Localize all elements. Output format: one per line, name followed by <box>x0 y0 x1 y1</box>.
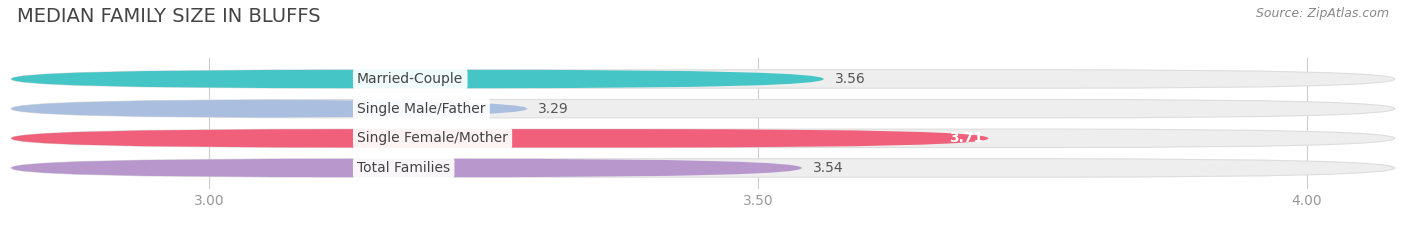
Text: Total Families: Total Families <box>357 161 450 175</box>
FancyBboxPatch shape <box>11 70 1395 88</box>
FancyBboxPatch shape <box>11 99 1395 118</box>
Text: MEDIAN FAMILY SIZE IN BLUFFS: MEDIAN FAMILY SIZE IN BLUFFS <box>17 7 321 26</box>
FancyBboxPatch shape <box>11 129 1395 147</box>
FancyBboxPatch shape <box>11 159 801 177</box>
Text: Married-Couple: Married-Couple <box>357 72 464 86</box>
Text: 3.54: 3.54 <box>813 161 844 175</box>
FancyBboxPatch shape <box>11 159 1395 177</box>
FancyBboxPatch shape <box>11 99 527 118</box>
Text: Source: ZipAtlas.com: Source: ZipAtlas.com <box>1256 7 1389 20</box>
FancyBboxPatch shape <box>11 129 988 147</box>
Text: 3.56: 3.56 <box>835 72 866 86</box>
Text: 3.29: 3.29 <box>538 102 569 116</box>
FancyBboxPatch shape <box>11 70 824 88</box>
Text: Single Male/Father: Single Male/Father <box>357 102 485 116</box>
Text: 3.71: 3.71 <box>949 131 983 145</box>
Text: Single Female/Mother: Single Female/Mother <box>357 131 508 145</box>
